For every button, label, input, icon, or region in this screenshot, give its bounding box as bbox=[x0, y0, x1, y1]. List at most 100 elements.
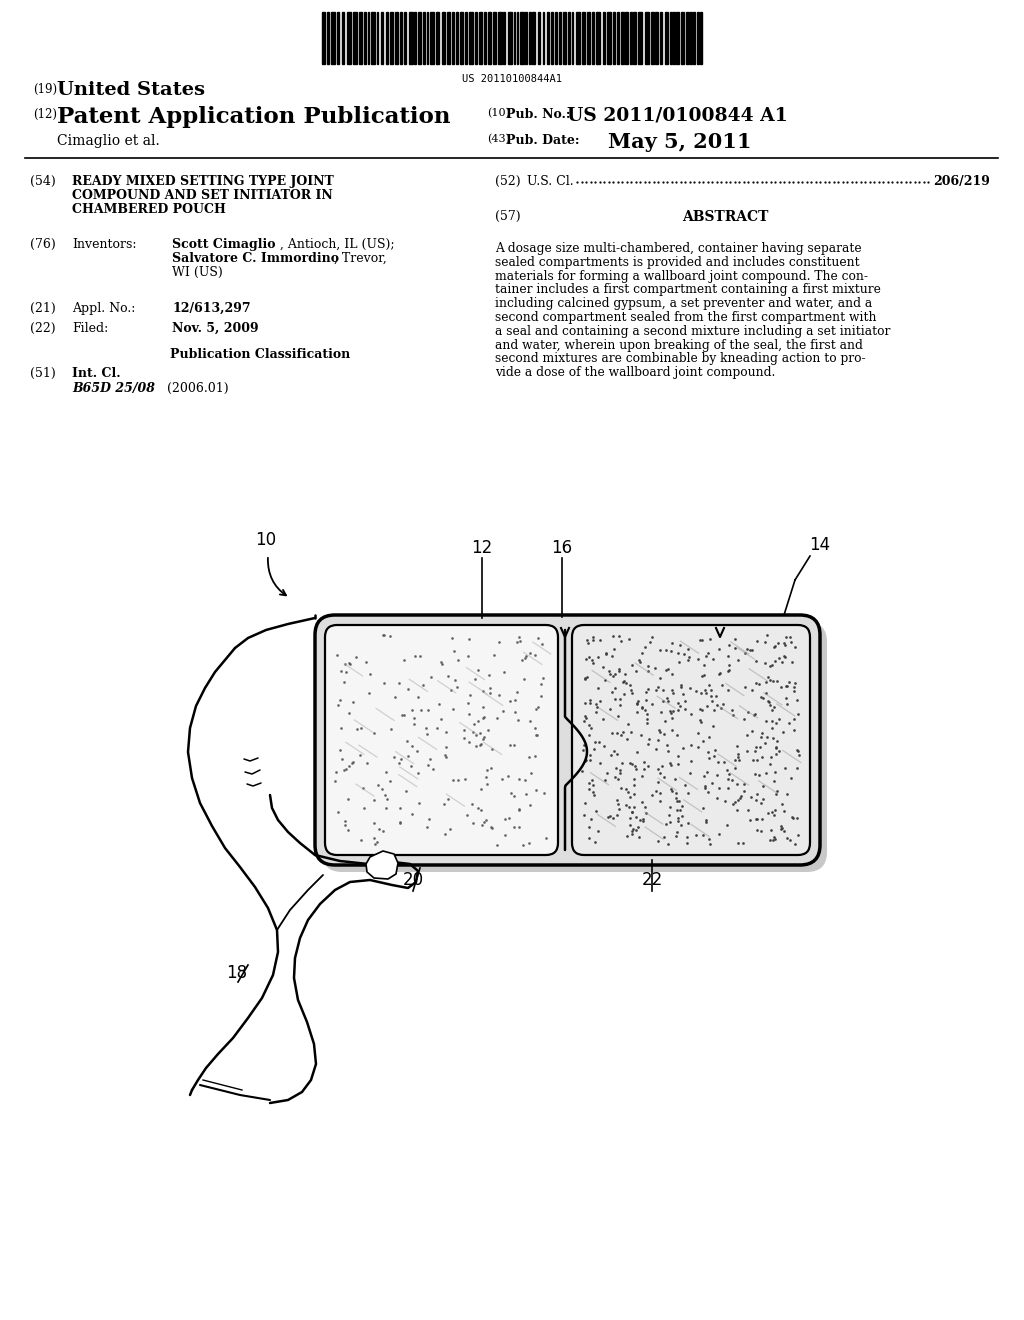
Text: 22: 22 bbox=[641, 871, 663, 888]
Text: , Trevor,: , Trevor, bbox=[334, 252, 387, 265]
FancyBboxPatch shape bbox=[315, 615, 820, 865]
Text: U.S. Cl.: U.S. Cl. bbox=[527, 176, 573, 187]
Text: Pub. No.:: Pub. No.: bbox=[506, 108, 570, 121]
Text: (21): (21) bbox=[30, 302, 55, 315]
Bar bbox=[519, 12, 523, 63]
Text: Patent Application Publication: Patent Application Publication bbox=[57, 106, 451, 128]
Bar bbox=[508, 12, 512, 63]
Bar bbox=[371, 12, 375, 63]
Bar bbox=[670, 12, 672, 63]
Text: (22): (22) bbox=[30, 322, 55, 335]
Bar bbox=[621, 12, 624, 63]
Bar bbox=[322, 12, 325, 63]
Text: (76): (76) bbox=[30, 238, 55, 251]
Bar bbox=[475, 12, 477, 63]
Bar bbox=[441, 12, 444, 63]
Bar bbox=[555, 12, 556, 63]
Bar bbox=[676, 12, 679, 63]
Text: READY MIXED SETTING TYPE JOINT: READY MIXED SETTING TYPE JOINT bbox=[72, 176, 334, 187]
Text: United States: United States bbox=[57, 81, 205, 99]
Bar bbox=[700, 12, 701, 63]
Text: 12/613,297: 12/613,297 bbox=[172, 302, 251, 315]
Bar bbox=[513, 12, 515, 63]
Bar bbox=[364, 12, 366, 63]
Bar bbox=[452, 12, 454, 63]
Text: second compartment sealed from the first compartment with: second compartment sealed from the first… bbox=[495, 312, 877, 323]
Text: and water, wherein upon breaking of the seal, the first and: and water, wherein upon breaking of the … bbox=[495, 339, 863, 351]
Text: Pub. Date:: Pub. Date: bbox=[506, 135, 580, 147]
Text: Filed:: Filed: bbox=[72, 322, 109, 335]
Bar bbox=[381, 12, 383, 63]
Bar bbox=[341, 12, 344, 63]
Bar bbox=[655, 12, 658, 63]
Bar bbox=[390, 12, 392, 63]
Text: (52): (52) bbox=[495, 176, 520, 187]
Bar bbox=[399, 12, 402, 63]
Bar bbox=[697, 12, 698, 63]
Bar bbox=[638, 12, 642, 63]
Text: sealed compartments is provided and includes constituent: sealed compartments is provided and incl… bbox=[495, 256, 859, 269]
Text: vide a dose of the wallboard joint compound.: vide a dose of the wallboard joint compo… bbox=[495, 366, 775, 379]
FancyBboxPatch shape bbox=[322, 622, 827, 873]
Text: Scott Cimaglio: Scott Cimaglio bbox=[172, 238, 275, 251]
Bar bbox=[587, 12, 590, 63]
Bar bbox=[427, 12, 428, 63]
Bar bbox=[681, 12, 683, 63]
Bar bbox=[423, 12, 425, 63]
Text: US 2011/0100844 A1: US 2011/0100844 A1 bbox=[567, 106, 787, 124]
Text: A dosage size multi-chambered, container having separate: A dosage size multi-chambered, container… bbox=[495, 242, 861, 255]
Text: WI (US): WI (US) bbox=[172, 267, 223, 279]
Bar bbox=[592, 12, 594, 63]
Bar bbox=[571, 12, 573, 63]
Text: , Antioch, IL (US);: , Antioch, IL (US); bbox=[280, 238, 394, 251]
Bar bbox=[377, 12, 378, 63]
Text: 14: 14 bbox=[809, 536, 830, 554]
Text: 10: 10 bbox=[255, 531, 276, 549]
Bar bbox=[575, 12, 580, 63]
Bar bbox=[543, 12, 544, 63]
FancyBboxPatch shape bbox=[325, 624, 558, 855]
Bar bbox=[359, 12, 362, 63]
Bar bbox=[582, 12, 585, 63]
Bar bbox=[418, 12, 421, 63]
Text: Cimaglio et al.: Cimaglio et al. bbox=[57, 135, 160, 148]
Bar bbox=[547, 12, 549, 63]
Bar bbox=[346, 12, 350, 63]
Bar bbox=[568, 12, 569, 63]
Text: Int. Cl.: Int. Cl. bbox=[72, 367, 121, 380]
Bar bbox=[368, 12, 369, 63]
Text: tainer includes a first compartment containing a first mixture: tainer includes a first compartment cont… bbox=[495, 284, 881, 297]
Bar bbox=[606, 12, 610, 63]
Text: (19): (19) bbox=[33, 83, 57, 96]
Bar bbox=[630, 12, 632, 63]
Text: B65D 25/08: B65D 25/08 bbox=[72, 381, 155, 395]
Text: second mixtures are combinable by kneading action to pro-: second mixtures are combinable by kneadi… bbox=[495, 352, 865, 366]
Bar bbox=[516, 12, 518, 63]
Bar bbox=[456, 12, 458, 63]
Text: Appl. No.:: Appl. No.: bbox=[72, 302, 135, 315]
Bar bbox=[659, 12, 662, 63]
Text: (57): (57) bbox=[495, 210, 520, 223]
Bar bbox=[651, 12, 653, 63]
Bar bbox=[436, 12, 439, 63]
Text: 16: 16 bbox=[552, 539, 572, 557]
Bar bbox=[559, 12, 561, 63]
Text: CHAMBERED POUCH: CHAMBERED POUCH bbox=[72, 203, 226, 216]
Polygon shape bbox=[366, 851, 398, 879]
Bar bbox=[551, 12, 553, 63]
Bar bbox=[616, 12, 618, 63]
Text: 20: 20 bbox=[402, 871, 424, 888]
Bar bbox=[690, 12, 691, 63]
Bar bbox=[331, 12, 335, 63]
Text: Publication Classification: Publication Classification bbox=[170, 348, 350, 360]
Text: 12: 12 bbox=[471, 539, 493, 557]
Bar bbox=[562, 12, 565, 63]
Bar bbox=[493, 12, 496, 63]
Bar bbox=[532, 12, 535, 63]
Text: (12): (12) bbox=[33, 108, 57, 121]
Bar bbox=[414, 12, 416, 63]
Bar bbox=[596, 12, 600, 63]
Bar bbox=[625, 12, 628, 63]
Bar bbox=[465, 12, 467, 63]
Text: ABSTRACT: ABSTRACT bbox=[682, 210, 768, 224]
